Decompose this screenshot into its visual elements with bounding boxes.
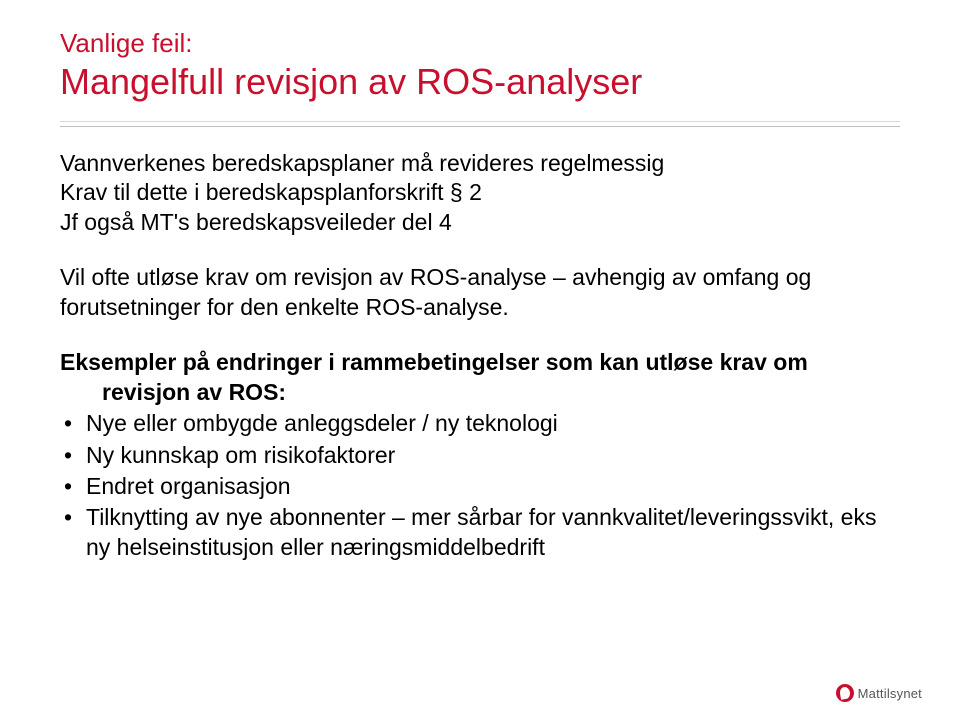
leaf-icon-inner [839,686,851,700]
slide: Vanlige feil: Mangelfull revisjon av ROS… [0,0,960,720]
brand-name: Mattilsynet [858,686,922,701]
paragraph-1: Vannverkenes beredskapsplaner må revider… [60,149,900,237]
leaf-icon [836,684,854,702]
list-item: Tilknytting av nye abonnenter – mer sårb… [60,503,900,562]
list-item: Ny kunnskap om risikofaktorer [60,441,900,470]
paragraph-2: Vil ofte utløse krav om revisjon av ROS-… [60,263,900,322]
paragraph-1-line-1: Vannverkenes beredskapsplaner må revider… [60,149,900,178]
list-item: Nye eller ombygde anleggsdeler / ny tekn… [60,409,900,438]
pretitle: Vanlige feil: [60,28,900,59]
slide-title: Mangelfull revisjon av ROS-analyser [60,61,900,103]
divider-top [60,121,900,122]
slide-body: Vannverkenes beredskapsplaner må revider… [60,149,900,562]
list-item: Endret organisasjon [60,472,900,501]
divider-bottom [60,126,900,127]
brand-logo: Mattilsynet [836,684,922,702]
paragraph-1-line-2: Krav til dette i beredskapsplanforskrift… [60,178,900,207]
paragraph-1-line-3: Jf også MT's beredskapsveileder del 4 [60,208,900,237]
paragraph-3: Eksempler på endringer i rammebetingelse… [60,348,900,562]
bullet-list: Nye eller ombygde anleggsdeler / ny tekn… [60,409,900,562]
paragraph-3-lead: Eksempler på endringer i rammebetingelse… [60,348,900,407]
